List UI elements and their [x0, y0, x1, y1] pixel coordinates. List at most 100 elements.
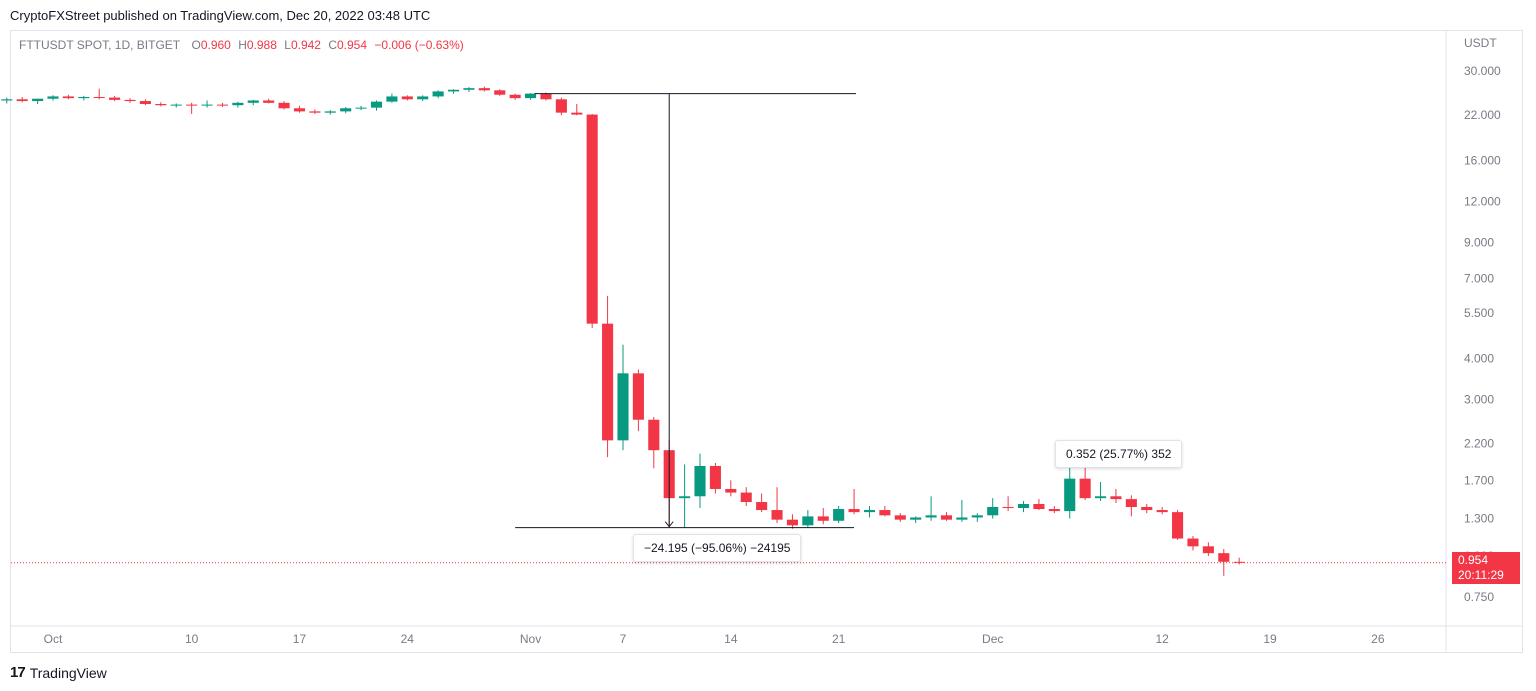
- candle-body: [894, 515, 906, 520]
- candle-body: [47, 96, 59, 99]
- x-tick-label: 26: [1371, 632, 1385, 646]
- tradingview-logo[interactable]: 17 TradingView: [10, 664, 107, 681]
- measure-down-label: −24.195 (−95.06%) −24195: [633, 534, 802, 562]
- candle-body: [1110, 496, 1122, 500]
- tradingview-brand: TradingView: [29, 664, 107, 681]
- candle-body: [648, 419, 660, 451]
- candle-body: [987, 506, 999, 516]
- y-tick-label: 30.000: [1464, 64, 1501, 78]
- candle-body: [1141, 506, 1153, 511]
- candle-body: [971, 515, 983, 518]
- candle-body: [124, 99, 136, 102]
- candle-body: [494, 90, 506, 95]
- candle-body: [401, 96, 413, 100]
- candle-body: [201, 104, 213, 106]
- candle-body: [525, 93, 537, 99]
- x-tick-label: Nov: [520, 632, 541, 646]
- candle-body: [632, 373, 644, 420]
- candle-body: [571, 112, 583, 115]
- candle-body: [1017, 503, 1030, 509]
- candle-body: [694, 465, 706, 497]
- bar-countdown: 20:11:29: [1458, 568, 1504, 582]
- candle-body: [555, 99, 567, 113]
- candle-body: [78, 96, 90, 99]
- candle-body: [155, 104, 167, 106]
- candle-body: [863, 510, 876, 513]
- x-tick-label: 14: [724, 632, 738, 646]
- x-tick-label: 10: [185, 632, 199, 646]
- candle-body: [340, 108, 352, 112]
- last-price: 0.954: [1458, 553, 1489, 567]
- candle-body: [478, 88, 490, 91]
- y-tick-label: 1.700: [1464, 473, 1494, 487]
- candle-body: [16, 99, 28, 102]
- candle-body: [956, 517, 968, 520]
- x-tick-label: 12: [1155, 632, 1169, 646]
- publisher-line: CryptoFXStreet published on TradingView.…: [10, 8, 431, 23]
- y-tick-label: 0.750: [1464, 590, 1494, 604]
- candle-body: [833, 509, 845, 521]
- candle-body: [93, 96, 105, 98]
- y-tick-label: 4.000: [1464, 351, 1494, 365]
- candle-body: [432, 91, 444, 97]
- tradingview-logo-icon: 17: [10, 664, 26, 681]
- candle-body: [170, 104, 182, 106]
- candle-body: [1187, 538, 1199, 547]
- candle-body: [940, 515, 953, 520]
- candle-body: [1079, 478, 1091, 499]
- candle-body: [786, 519, 798, 526]
- candle-body: [355, 107, 367, 109]
- chart-frame: [10, 30, 1523, 653]
- candle-body: [540, 93, 552, 100]
- candle-body: [679, 496, 691, 499]
- candle-body: [232, 102, 244, 106]
- candle-body: [278, 102, 290, 109]
- candle-body: [1094, 496, 1107, 499]
- y-tick-label: 3.000: [1464, 392, 1494, 406]
- candle-body: [293, 108, 306, 112]
- candle-body: [725, 488, 737, 493]
- measure-up-label: 0.352 (25.77%) 352: [1055, 440, 1183, 468]
- candle-body: [309, 111, 321, 113]
- low-value: 0.942: [290, 38, 321, 52]
- candle-body: [771, 510, 783, 520]
- candle-body: [1218, 553, 1230, 562]
- candle-body: [463, 88, 475, 90]
- candle-body: [247, 100, 259, 103]
- candle-body: [447, 89, 460, 92]
- high-value: 0.988: [246, 38, 277, 52]
- y-tick-label: 5.500: [1464, 306, 1494, 320]
- candle-body: [1002, 506, 1014, 509]
- low-key: L: [284, 38, 291, 52]
- change-value: −0.006 (−0.63%): [374, 38, 464, 52]
- candle-body: [1156, 510, 1168, 513]
- x-tick-label: Oct: [44, 632, 63, 646]
- candle-body: [740, 492, 752, 503]
- candle-body: [910, 517, 922, 520]
- currency-label: USDT: [1464, 36, 1497, 50]
- candle-body: [848, 509, 860, 513]
- candle-body: [586, 114, 598, 324]
- candle-body: [1064, 478, 1076, 512]
- last-price-tag: 0.954 20:11:29: [1452, 552, 1520, 584]
- candle-body: [417, 96, 429, 100]
- candle-body: [509, 94, 521, 99]
- x-tick-label: 7: [620, 632, 627, 646]
- candle-body: [186, 104, 198, 106]
- y-tick-label: 22.000: [1464, 108, 1501, 122]
- close-value: 0.954: [336, 38, 368, 52]
- x-tick-label: 21: [832, 632, 846, 646]
- candle-body: [817, 516, 829, 521]
- x-tick-label: 24: [401, 632, 415, 646]
- measure-arrow-icon: [664, 521, 674, 528]
- open-key: O: [191, 38, 201, 52]
- candle-body: [802, 516, 814, 526]
- candle-body: [32, 98, 44, 102]
- candle-body: [1048, 509, 1060, 512]
- candle-body: [756, 502, 768, 511]
- y-tick-label: 2.200: [1464, 437, 1494, 451]
- ohlc-legend: FTTUSDT SPOT, 1D, BITGET O0.960 H0.988 L…: [19, 38, 464, 52]
- candle-body: [709, 465, 721, 489]
- candle-body: [370, 101, 383, 108]
